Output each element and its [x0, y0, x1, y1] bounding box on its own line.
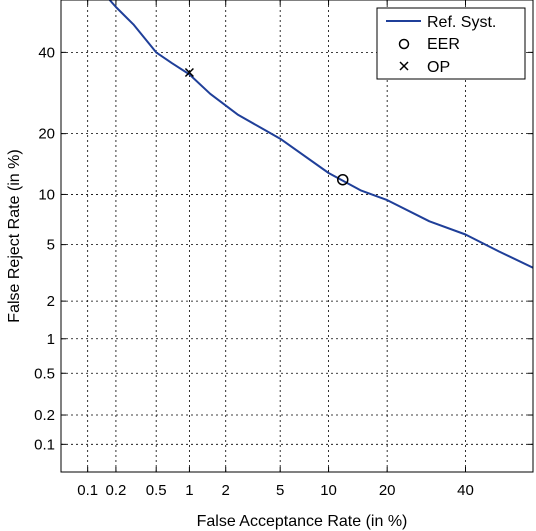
x-tick-label: 1	[185, 482, 193, 499]
ref-syst-curve	[108, 0, 533, 269]
x-tick-label: 20	[379, 482, 396, 499]
legend: Ref. Syst. EER OP	[376, 7, 526, 80]
y-tick-label: 20	[38, 126, 55, 143]
axis-ticks: 0.1 0.2 0.5 1 2 5 10 20 40 0.1 0.2 0.5 1 2 5 10 20 40	[34, 0, 533, 499]
eer-marker	[337, 173, 349, 186]
op-marker-stroke	[184, 67, 194, 78]
y-tick-label: 1	[47, 331, 55, 348]
x-tick-label: 10	[320, 482, 337, 499]
legend-circle-marker-icon	[398, 38, 410, 50]
x-tick-label: 2	[222, 482, 230, 499]
x-tick-label: 40	[457, 482, 474, 499]
y-tick-label: 0.5	[34, 365, 55, 382]
y-tick-label: 40	[38, 44, 55, 61]
y-tick-label: 2	[47, 293, 55, 310]
legend-label-op: OP	[427, 59, 450, 76]
y-tick-label: 10	[38, 186, 55, 203]
legend-label-ref-syst: Ref. Syst.	[427, 14, 496, 31]
y-tick-label: 5	[47, 237, 55, 254]
x-axis-label: False Acceptance Rate (in %)	[197, 513, 408, 530]
y-tick-label: 0.2	[34, 407, 55, 424]
x-tick-label: 5	[276, 482, 284, 499]
x-tick-label: 0.1	[77, 482, 98, 499]
series-layer	[108, 0, 533, 269]
x-tick-label: 0.2	[105, 482, 126, 499]
legend-box	[376, 7, 526, 80]
x-tick-label: 0.5	[146, 482, 167, 499]
plot-frame	[60, 0, 534, 473]
grid-lines	[61, 0, 533, 472]
y-axis-label: False Reject Rate (in %)	[6, 149, 23, 322]
legend-cross-marker-icon	[399, 61, 409, 71]
legend-label-eer: EER	[427, 36, 460, 53]
op-marker	[184, 67, 194, 78]
y-tick-label: 0.1	[34, 436, 55, 453]
